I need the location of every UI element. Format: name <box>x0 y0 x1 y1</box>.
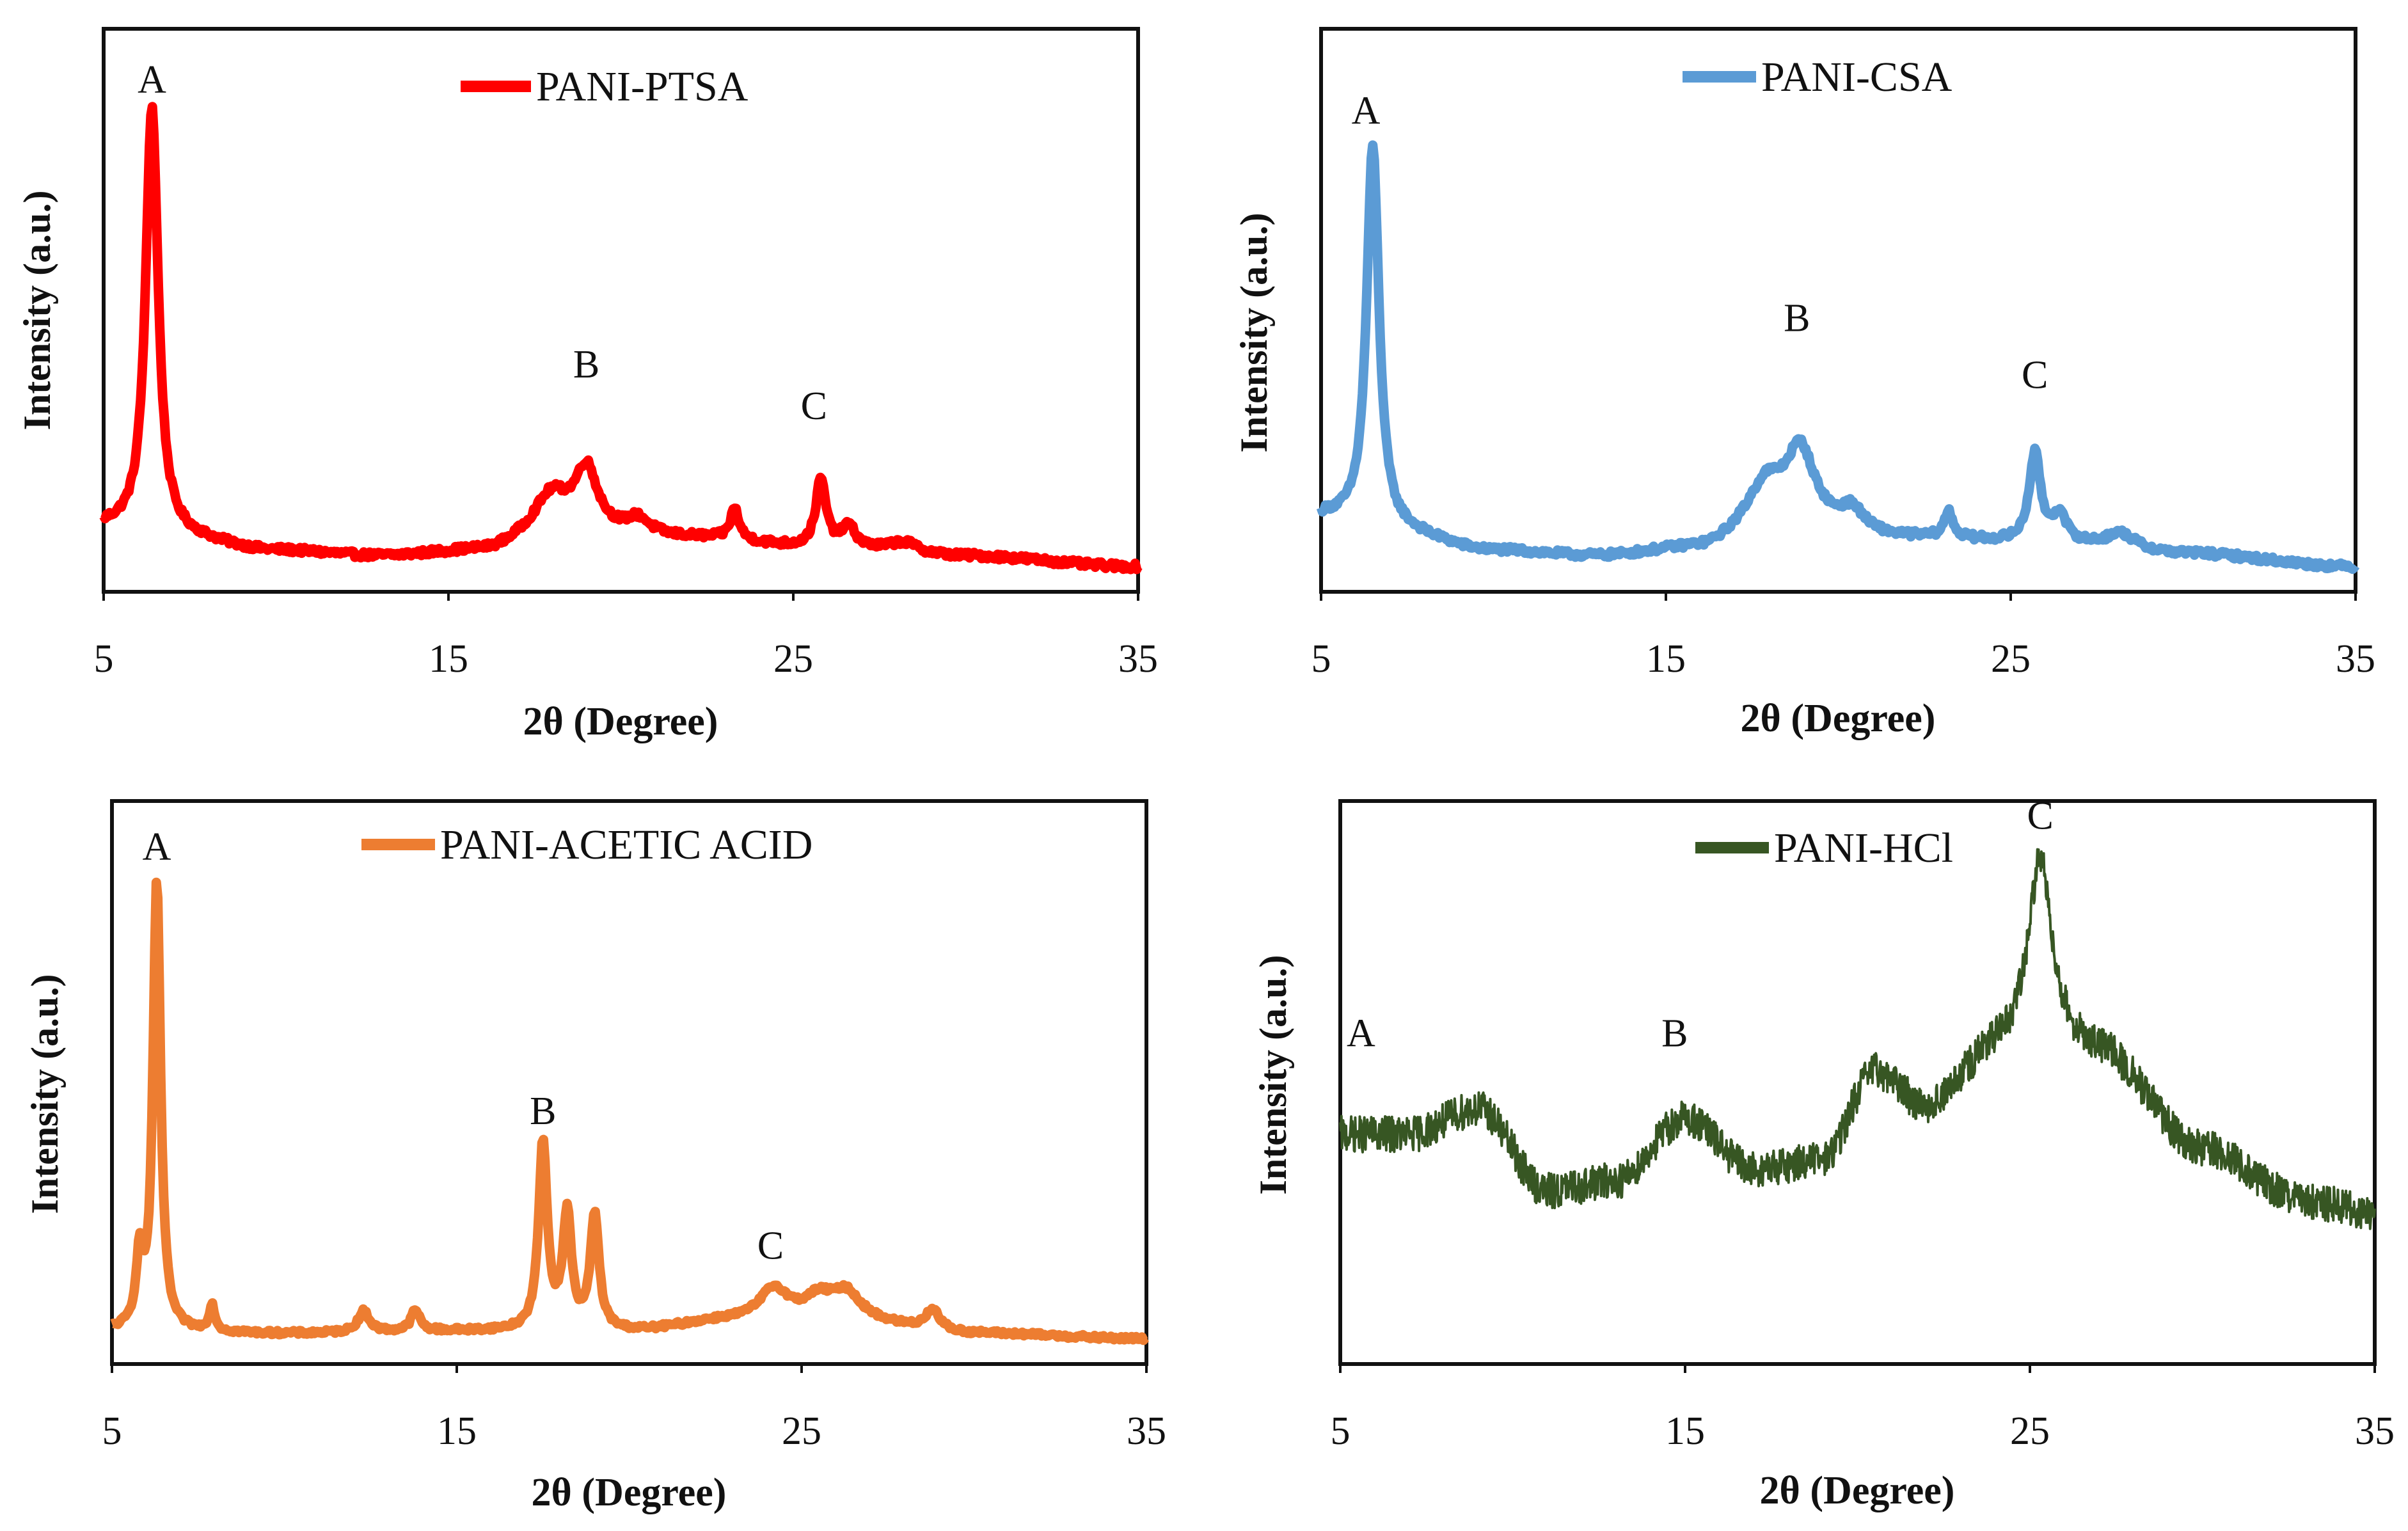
x-tick-label: 25 <box>782 1409 821 1453</box>
x-tick-label: 35 <box>1118 637 1158 681</box>
peak-label-a: A <box>1347 1011 1375 1055</box>
plot-frame <box>1338 799 2377 1366</box>
x-axis-label: 2θ (Degree) <box>1760 1469 1955 1512</box>
peak-label-b: B <box>530 1090 556 1133</box>
peak-label-c: C <box>801 385 827 428</box>
xrd-pattern-pani-csa <box>1316 140 2360 575</box>
x-tick-labels: 5 15 25 35 <box>1311 592 2375 681</box>
x-tick-label: 35 <box>2355 1409 2395 1453</box>
xrd-pattern-pani-hcl <box>1339 848 2376 1230</box>
plot-frame <box>110 799 1148 1366</box>
xrd-pattern-pani-acetic-acid <box>108 877 1150 1345</box>
chart-panel-pani-ptsa: PANI-PTSA A B C 5 15 25 35 2θ (Degree) Intens… <box>16 27 1158 743</box>
x-tick-label: 15 <box>437 1409 477 1453</box>
y-axis-label: Intensity (a.u.) <box>16 190 58 430</box>
legend: PANI-HCl <box>1695 825 1953 871</box>
peak-label-c: C <box>2022 353 2048 397</box>
legend-label: PANI-ACETIC ACID <box>440 821 812 868</box>
peak-label-a: A <box>138 58 166 102</box>
x-tick-label: 5 <box>94 637 114 681</box>
peak-label-b: B <box>1661 1011 1688 1055</box>
plot-frame <box>1319 27 2357 594</box>
chart-panel-pani-acetic-acid: PANI-ACETIC ACID A B C 5 15 25 35 2θ (Degree)… <box>24 799 1166 1514</box>
peak-labels: A B C <box>1347 794 2054 1055</box>
peak-label-a: A <box>143 825 171 869</box>
x-tick-labels: 5 15 25 35 <box>1331 1364 2395 1453</box>
x-tick-label: 35 <box>1127 1409 1166 1453</box>
peak-labels: A B C <box>143 825 784 1267</box>
y-axis-label: Intensity (a.u.) <box>1233 212 1275 452</box>
y-axis-label: Intensity (a.u.) <box>24 974 66 1214</box>
x-tick-label: 25 <box>773 637 813 681</box>
chart-panel-pani-csa: PANI-CSA A B C 5 15 25 35 2θ (Degree) Intensi… <box>1233 27 2375 740</box>
peak-labels: A B C <box>1352 90 2048 397</box>
x-tick-labels: 5 15 25 35 <box>94 592 1158 681</box>
legend-label: PANI-CSA <box>1761 54 1953 100</box>
peak-label-c: C <box>757 1224 784 1267</box>
chart-panel-pani-hcl: PANI-HCl A B C 5 15 25 35 2θ (Degree) Intensi… <box>1252 794 2395 1512</box>
x-axis-label: 2θ (Degree) <box>523 700 718 743</box>
x-tick-label: 5 <box>1311 637 1331 681</box>
peak-labels: A B C <box>138 58 827 428</box>
x-tick-label: 5 <box>1331 1409 1351 1453</box>
x-tick-label: 15 <box>1665 1409 1705 1453</box>
x-tick-labels: 5 15 25 35 <box>102 1364 1166 1453</box>
x-axis-label: 2θ (Degree) <box>1741 697 1936 740</box>
x-axis-label: 2θ (Degree) <box>532 1471 727 1514</box>
legend: PANI-ACETIC ACID <box>361 821 812 868</box>
y-axis-label: Intensity (a.u.) <box>1252 955 1294 1194</box>
legend-label: PANI-HCl <box>1774 825 1953 871</box>
peak-label-c: C <box>2027 794 2053 837</box>
legend: PANI-PTSA <box>461 63 749 110</box>
peak-label-b: B <box>573 343 599 386</box>
legend: PANI-CSA <box>1683 54 1953 100</box>
xrd-pattern-pani-ptsa <box>99 102 1143 575</box>
x-tick-label: 25 <box>2010 1409 2050 1453</box>
x-tick-label: 5 <box>102 1409 122 1453</box>
x-tick-label: 15 <box>1646 637 1686 681</box>
peak-label-a: A <box>1352 90 1381 133</box>
x-tick-label: 35 <box>2336 637 2375 681</box>
peak-label-b: B <box>1784 296 1810 340</box>
legend-label: PANI-PTSA <box>536 63 749 110</box>
plot-frame <box>102 27 1140 594</box>
x-tick-label: 25 <box>1991 637 2031 681</box>
x-tick-label: 15 <box>429 637 468 681</box>
